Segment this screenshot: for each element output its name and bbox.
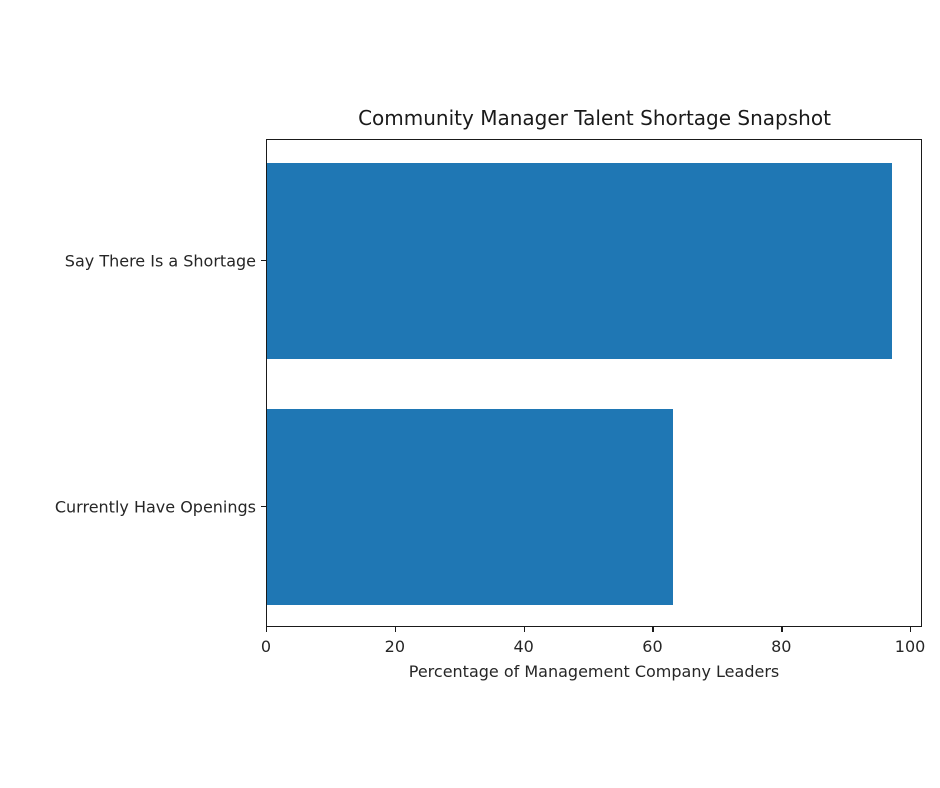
x-tick	[394, 627, 397, 632]
x-axis-label: Percentage of Management Company Leaders	[408, 662, 780, 681]
x-tick-label: 80	[771, 637, 792, 656]
x-tick-label: 20	[384, 637, 405, 656]
plot-area	[266, 139, 922, 627]
x-tick	[652, 627, 654, 632]
x-tick	[910, 627, 912, 632]
x-tick	[266, 627, 268, 632]
x-tick-label: 40	[513, 637, 534, 656]
x-tick	[523, 627, 525, 632]
bar	[267, 409, 673, 605]
x-tick	[781, 627, 783, 632]
y-tick	[261, 506, 266, 508]
y-tick	[261, 260, 266, 262]
x-tick-label: 0	[260, 637, 272, 656]
bar	[267, 163, 892, 359]
y-tick-label: Say There Is a Shortage	[64, 251, 256, 271]
chart-title: Community Manager Talent Shortage Snapsh…	[358, 106, 831, 130]
x-tick-label: 100	[894, 637, 926, 656]
x-tick-label: 60	[642, 637, 663, 656]
y-tick-label: Currently Have Openings	[54, 497, 256, 517]
